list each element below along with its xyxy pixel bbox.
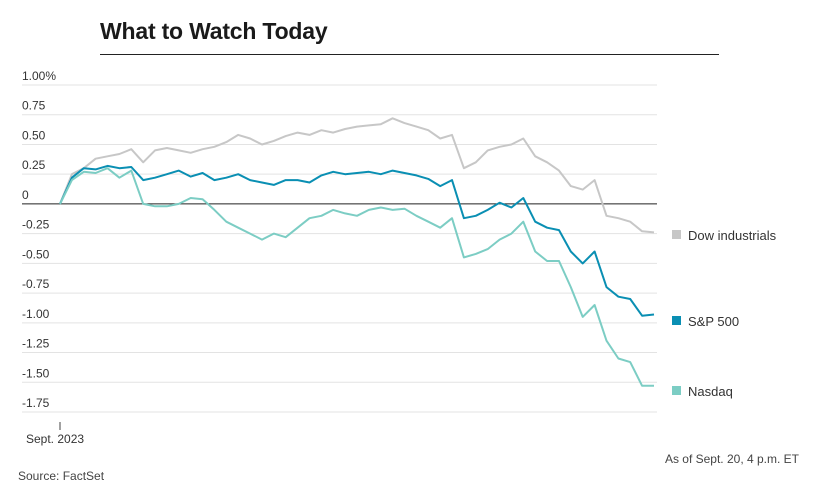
x-axis-tick-label: Sept. 2023 (26, 432, 84, 446)
y-tick-label: -1.50 (22, 366, 50, 380)
legend-swatch-nasdaq (672, 386, 681, 395)
series-line-dow-industrials (59, 117, 655, 234)
y-tick-label: -0.75 (22, 277, 50, 291)
legend-label-s-p-500: S&P 500 (688, 314, 739, 329)
y-tick-label: -1.25 (22, 337, 50, 351)
as-of-note: As of Sept. 20, 4 p.m. ET (664, 452, 799, 466)
title-divider (100, 54, 719, 55)
legend-swatch-s-p-500 (672, 316, 681, 325)
x-axis: Sept. 2023 (26, 422, 84, 446)
y-tick-label: 1.00% (22, 69, 56, 83)
y-tick-label: 0 (22, 188, 29, 202)
legend-label-nasdaq: Nasdaq (688, 384, 733, 399)
legend-swatch-dow-industrials (672, 230, 681, 239)
legend-label-dow-industrials: Dow industrials (688, 228, 777, 243)
y-tick-label: 0.75 (22, 99, 46, 113)
chart-title: What to Watch Today (100, 18, 328, 44)
y-tick-label: -1.75 (22, 396, 50, 410)
y-tick-label: 0.50 (22, 128, 46, 142)
y-tick-label: 0.25 (22, 158, 46, 172)
series-lines (59, 117, 655, 387)
y-tick-label: -0.25 (22, 218, 50, 232)
source-note: Source: FactSet (18, 469, 105, 483)
series-line-s-p-500 (59, 164, 655, 317)
legend: Dow industrials S&P 500 Nasdaq (672, 228, 777, 399)
series-line-nasdaq (59, 167, 654, 387)
y-axis-tick-labels: 1.00% 0.75 0.50 0.25 0 -0.25 -0.50 -0.75 -1.00 -1… (22, 69, 56, 410)
y-tick-label: -1.00 (22, 307, 50, 321)
y-tick-label: -0.50 (22, 247, 50, 261)
gridlines (22, 84, 657, 413)
